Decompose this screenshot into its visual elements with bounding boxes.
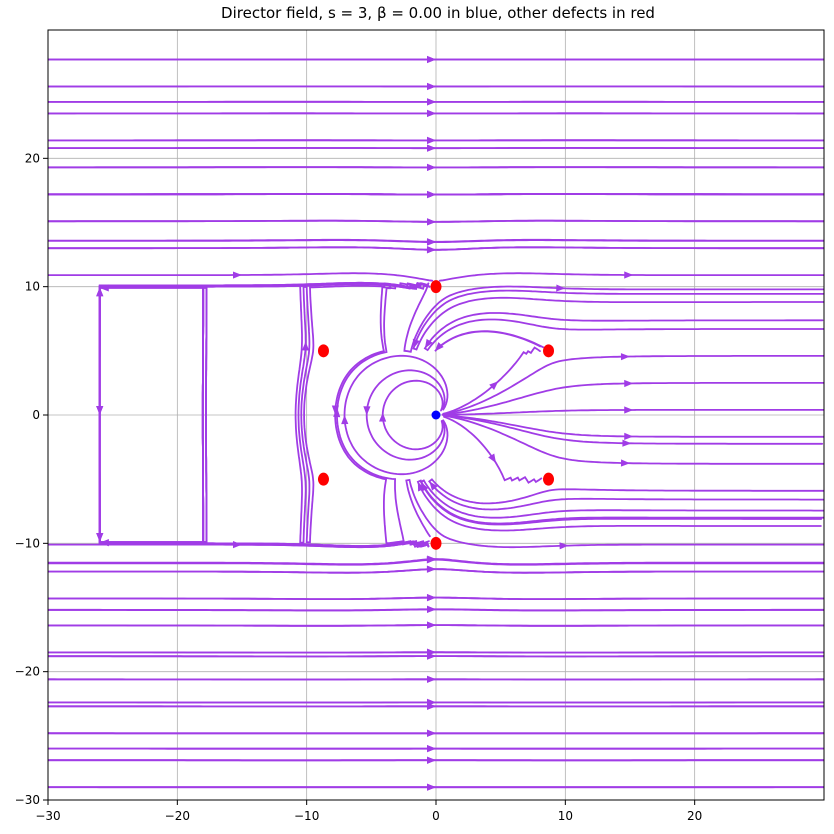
streamline-arrow	[434, 342, 444, 352]
streamline	[443, 415, 543, 484]
streamline-arrow	[426, 163, 437, 172]
other-defect-marker	[543, 344, 555, 358]
y-axis-ticks: −30 −20 −10 0 10 20	[15, 151, 48, 807]
streamline	[403, 285, 824, 353]
streamline-arrow	[427, 594, 437, 602]
streamline	[48, 596, 824, 600]
other-defect-marker	[543, 472, 555, 486]
streamline	[442, 414, 824, 445]
streamline-arrow	[363, 406, 371, 416]
streamline-arrow	[426, 745, 436, 753]
x-tick-label: −30	[35, 809, 60, 823]
x-tick-label: 0	[432, 809, 440, 823]
streamline	[444, 355, 824, 415]
streamline-arrow	[426, 783, 436, 791]
streamline-arrow	[232, 271, 242, 279]
streamline-arrow	[301, 341, 310, 351]
y-tick-label: −30	[15, 793, 40, 807]
x-tick-label: 10	[558, 809, 573, 823]
streamline-arrow	[426, 55, 436, 64]
streamline	[416, 479, 824, 532]
streamline	[98, 286, 428, 548]
streamline-arrow	[427, 621, 437, 629]
y-tick-label: −10	[15, 536, 40, 550]
x-tick-label: −20	[165, 809, 190, 823]
streamline-arrow	[427, 555, 437, 563]
streamline-arrow	[99, 539, 109, 547]
streamline	[48, 558, 824, 566]
streamline	[98, 286, 429, 548]
y-tick-label: −20	[15, 665, 40, 679]
streamline-arrow	[426, 109, 437, 118]
streamline	[441, 409, 824, 416]
streamline	[98, 282, 429, 544]
streamline-arrow	[379, 412, 387, 422]
streamline	[48, 624, 824, 627]
streamline-arrow	[624, 271, 634, 279]
streamlines	[48, 55, 824, 791]
streamline-arrow	[624, 406, 634, 414]
streamline	[434, 330, 544, 352]
chart-title: Director field, s = 3, β = 0.00 in blue,…	[221, 4, 655, 22]
streamline	[48, 239, 824, 243]
streamline	[98, 281, 429, 543]
streamline-arrow	[420, 481, 429, 492]
streamline-arrow	[624, 379, 634, 388]
streamline-arrow	[426, 191, 437, 199]
streamline-arrow	[427, 565, 437, 573]
streamline-arrow	[556, 284, 566, 292]
other-defect-marker	[317, 344, 329, 358]
streamline-arrow	[622, 439, 632, 447]
streamline	[48, 608, 824, 612]
streamline-arrow	[427, 605, 437, 613]
main-defect-marker	[431, 410, 441, 420]
streamline-arrow	[559, 542, 569, 550]
streamline-arrow	[426, 136, 437, 145]
streamline-arrow	[429, 481, 438, 491]
streamline-arrow	[426, 144, 437, 152]
streamline	[343, 354, 449, 476]
streamline	[48, 568, 824, 574]
streamline-arrow	[426, 652, 437, 660]
streamline	[48, 193, 824, 196]
streamline	[438, 272, 824, 282]
defect-markers	[317, 280, 555, 550]
streamline	[442, 346, 541, 415]
streamline-arrow	[427, 218, 437, 226]
other-defect-marker	[430, 280, 442, 294]
y-tick-label: 20	[25, 151, 40, 165]
streamline-arrow	[341, 415, 349, 425]
streamline-arrow	[489, 381, 499, 390]
streamline-arrow	[620, 353, 631, 361]
streamline	[294, 282, 429, 544]
streamline-arrow	[333, 408, 341, 418]
streamline	[98, 281, 429, 543]
streamline	[98, 287, 429, 549]
streamline	[419, 479, 824, 526]
streamline	[98, 282, 428, 544]
streamline	[48, 219, 824, 223]
streamline-arrow	[426, 729, 437, 737]
streamline-arrow	[426, 98, 436, 106]
streamline-arrow	[488, 453, 496, 464]
y-tick-label: 10	[25, 280, 40, 294]
streamline-arrow	[620, 459, 631, 467]
streamline-arrow	[426, 675, 437, 683]
streamline-arrow	[426, 82, 437, 91]
streamline-arrow	[624, 432, 634, 440]
x-tick-label: 20	[687, 809, 702, 823]
streamline-arrow	[427, 238, 437, 246]
streamline-arrow	[426, 756, 436, 764]
other-defect-marker	[430, 536, 442, 550]
streamline-arrow	[427, 246, 437, 254]
y-tick-label: 0	[32, 408, 40, 422]
streamline	[365, 369, 446, 461]
streamline-arrow	[424, 338, 433, 349]
x-tick-label: −10	[294, 809, 319, 823]
streamline-arrow	[426, 698, 437, 707]
other-defect-marker	[317, 472, 329, 486]
x-axis-ticks: −30 −20 −10 0 10 20	[35, 800, 702, 823]
streamline	[428, 478, 824, 511]
